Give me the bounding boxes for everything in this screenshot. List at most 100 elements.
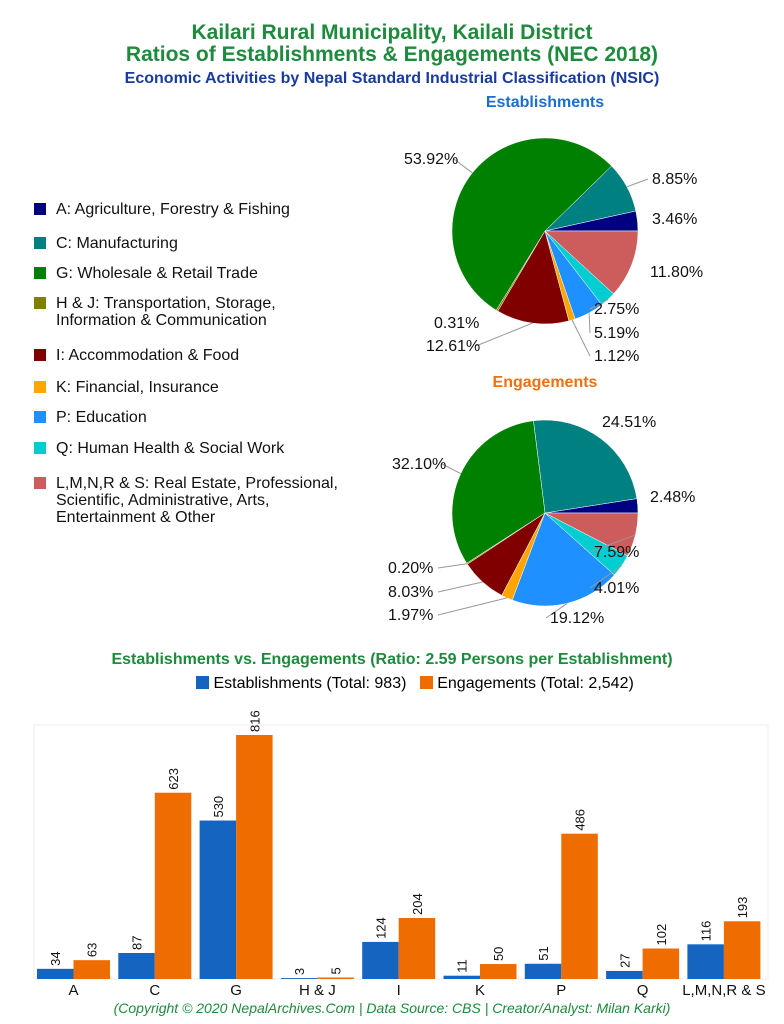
subtitle: Economic Activities by Nepal Standard In… xyxy=(124,70,660,87)
bar-value-label: 51 xyxy=(536,946,551,960)
legend-label: G: Wholesale & Retail Trade xyxy=(56,265,258,282)
legend-swatch xyxy=(34,442,46,454)
bar-legend: Establishments (Total: 983) Engagements … xyxy=(196,675,634,693)
bar xyxy=(199,820,237,979)
bar xyxy=(73,960,110,979)
bar xyxy=(317,977,354,979)
leader-line xyxy=(545,602,568,619)
x-tick-label: A xyxy=(68,982,78,999)
bar xyxy=(154,792,192,979)
pie-label: 5.19% xyxy=(594,325,639,342)
pie-label: 1.97% xyxy=(388,607,433,624)
leader-line xyxy=(589,299,609,310)
pie-label: 0.31% xyxy=(434,315,479,332)
leader-line xyxy=(437,581,483,593)
pie-label: 11.80% xyxy=(650,264,703,281)
bar-value-label: 102 xyxy=(654,924,669,946)
pie-label: 53.92% xyxy=(404,151,458,168)
pie-label: 8.03% xyxy=(388,584,433,601)
pie-label: 2.48% xyxy=(650,489,695,506)
legend-swatch xyxy=(34,349,46,361)
pie-label: 24.51% xyxy=(602,414,656,431)
pie-slice xyxy=(544,230,639,295)
legend-engagements: Engagements (Total: 2,542) xyxy=(437,675,634,692)
legend-label: A: Agriculture, Forestry & Fishing xyxy=(56,201,290,218)
legend-label: C: Manufacturing xyxy=(56,235,178,252)
legend-swatch xyxy=(34,381,46,393)
leader-line xyxy=(441,463,461,475)
legend-swatch xyxy=(34,237,46,249)
x-tick-label: G xyxy=(230,982,242,999)
bar xyxy=(524,963,562,979)
bar xyxy=(280,978,318,979)
legend-label: P: Education xyxy=(56,409,147,426)
bar-value-label: 34 xyxy=(48,951,63,965)
pie-charts: 3.46% 8.85% 53.92% 0.31% 12.61% 1.12% 5.19% 2.7… xyxy=(388,137,703,627)
x-tick-label: C xyxy=(149,982,160,999)
bar xyxy=(443,975,480,979)
bar-value-label: 5 xyxy=(329,967,344,974)
pie-label: 4.01% xyxy=(594,580,639,597)
bar xyxy=(236,735,273,979)
bar xyxy=(561,833,598,979)
pie-slice xyxy=(451,420,546,564)
bar-value-label: 193 xyxy=(735,897,750,919)
legend-swatch-engagements xyxy=(419,676,433,689)
pie-label: 19.12% xyxy=(550,610,604,627)
bar xyxy=(398,918,436,979)
pie1-title: Establishments xyxy=(485,94,605,111)
legend-label: H & J: Transportation, Storage, Informati… xyxy=(56,295,276,329)
x-tick-label: P xyxy=(556,982,566,999)
title-line1: Kailari Rural Municipality, Kailali Dist… xyxy=(191,21,593,44)
x-tick-label: K xyxy=(475,982,485,999)
pie-label: 7.59% xyxy=(594,544,639,561)
footer: (Copyright © 2020 NepalArchives.Com | Da… xyxy=(113,1000,671,1016)
leader-line xyxy=(571,319,591,357)
pie-label: 12.61% xyxy=(426,338,480,355)
bar-value-label: 623 xyxy=(166,768,181,790)
leader-line xyxy=(437,563,468,569)
pie2-title: Engagements xyxy=(492,374,598,391)
leader-line xyxy=(588,312,591,334)
leader-line xyxy=(453,158,473,174)
legend-swatch xyxy=(34,477,46,489)
bar xyxy=(480,964,517,979)
bar xyxy=(642,948,680,979)
legend-swatch xyxy=(34,297,46,309)
bar xyxy=(118,952,155,979)
leader-line xyxy=(475,322,533,347)
pie-label: 3.46% xyxy=(652,211,697,228)
bar-value-label: 116 xyxy=(699,921,714,942)
bar-title: Establishments vs. Engagements (Ratio: 2… xyxy=(111,651,673,668)
title-line2: Ratios of Establishments & Engagements (… xyxy=(125,43,659,66)
pie-slice xyxy=(544,512,639,557)
pie-label: 1.12% xyxy=(594,348,639,365)
bar-value-label: 27 xyxy=(617,953,632,967)
legend-label: Q: Human Health & Social Work xyxy=(56,440,285,457)
x-tick-label: Q xyxy=(637,982,649,999)
bar xyxy=(723,921,761,979)
bar-value-label: 3 xyxy=(292,968,307,975)
bar-value-label: 204 xyxy=(410,893,425,915)
bar-value-label: 87 xyxy=(130,936,145,950)
bar xyxy=(606,970,643,979)
x-tick-label: L,M,N,R & S xyxy=(682,982,765,999)
legend-swatch xyxy=(34,411,46,423)
x-tick-label: I xyxy=(397,982,401,999)
legend-swatch-establishments xyxy=(196,676,209,689)
x-tick-label: H & J xyxy=(299,982,336,999)
bar-value-label: 486 xyxy=(573,809,588,831)
bar-chart: 34 63 A 87 623 C 530 816 G 3 5 H & J 124 204 I 11 50 K 51 4… xyxy=(33,710,769,999)
legend-swatch xyxy=(34,203,46,215)
leader-line xyxy=(589,565,622,589)
bar xyxy=(362,941,399,979)
legend-establishments: Establishments (Total: 983) xyxy=(213,675,407,692)
bar-value-label: 50 xyxy=(491,947,506,961)
legend-label: K: Financial, Insurance xyxy=(56,379,219,396)
legend-swatch xyxy=(34,267,46,279)
pie-label: 2.75% xyxy=(594,301,639,318)
leader-line xyxy=(626,178,649,188)
bar xyxy=(37,968,74,979)
bar-value-label: 124 xyxy=(373,917,388,939)
legend-label: L,M,N,R & S: Real Estate, Professional, S… xyxy=(56,475,338,526)
